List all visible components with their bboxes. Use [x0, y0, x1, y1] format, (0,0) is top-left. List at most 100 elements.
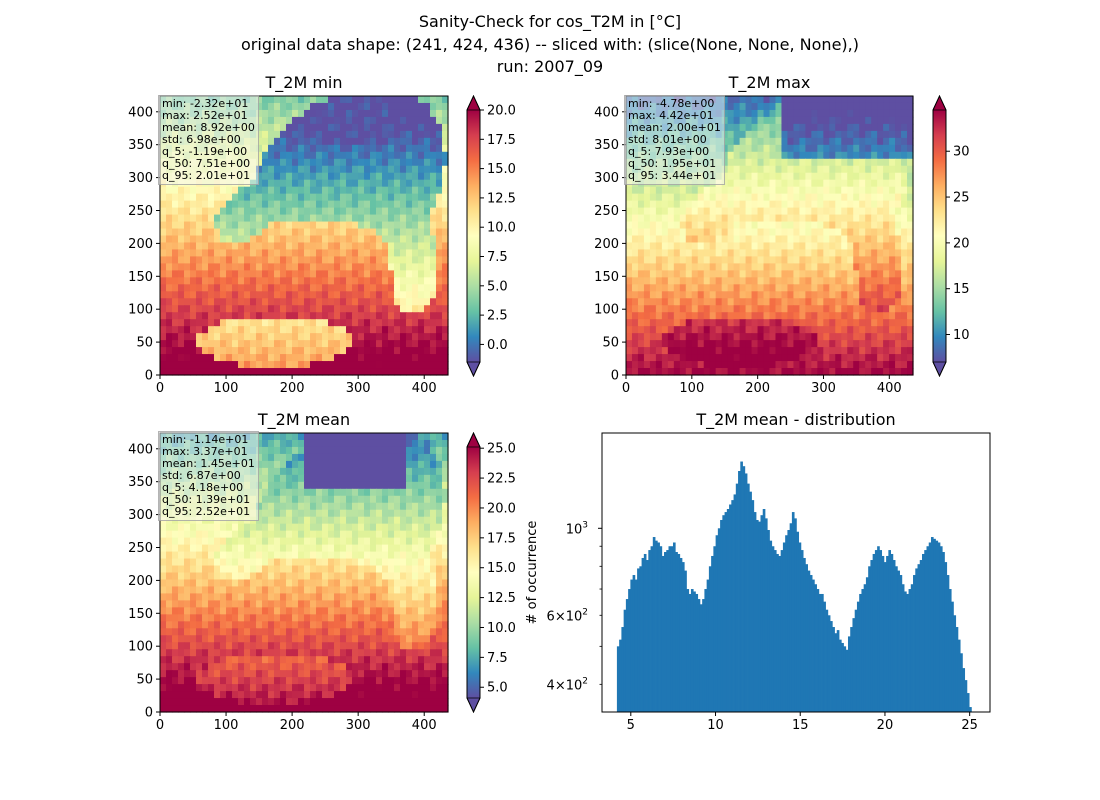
heatmap-cell: [400, 305, 407, 313]
heatmap-cell: [226, 207, 233, 216]
heatmap-cell: [280, 277, 287, 285]
heatmap-cell: [442, 481, 449, 490]
heatmap-cell: [901, 151, 908, 160]
heatmap-cell: [871, 200, 878, 209]
heatmap-cell: [769, 137, 777, 146]
heatmap-cell: [292, 165, 299, 174]
heatmap-cell: [172, 544, 179, 553]
heatmap-cell: [793, 123, 800, 132]
heatmap-cell: [793, 235, 800, 244]
heatmap-cell: [442, 172, 449, 181]
heatmap-cell: [346, 144, 353, 153]
heatmap-cell: [745, 319, 753, 327]
heatmap-cell: [709, 235, 717, 244]
heatmap-cell: [346, 179, 353, 188]
heatmap-cell: [388, 551, 395, 560]
heatmap-cell: [436, 242, 443, 251]
heatmap-cell: [667, 361, 675, 369]
heatmap-cell: [745, 305, 753, 313]
heatmap-cell: [841, 263, 848, 271]
heatmap-cell: [394, 144, 401, 153]
heatmap-cell: [334, 179, 341, 188]
heatmap-cell: [859, 116, 866, 125]
heatmap-cell: [352, 537, 359, 546]
heatmap-cell: [172, 558, 179, 567]
heatmap-cell: [292, 228, 299, 237]
heatmap-cell: [316, 537, 323, 546]
heatmap-cell: [829, 116, 836, 125]
heatmap-cell: [769, 249, 777, 258]
heatmap-cell: [811, 242, 818, 251]
heatmap-cell: [865, 256, 872, 264]
heatmap-cell: [835, 235, 842, 244]
heatmap-cell: [256, 551, 263, 560]
heatmap-cell: [739, 193, 747, 202]
heatmap-cell: [691, 277, 699, 285]
heatmap-cell: [214, 312, 221, 320]
heatmap-cell: [340, 481, 347, 490]
heatmap-cell: [202, 312, 209, 320]
heatmap-cell: [376, 165, 383, 174]
heatmap-cell: [745, 102, 753, 111]
heatmap-cell: [394, 488, 401, 497]
heatmap-cell: [292, 102, 299, 111]
heatmap-cell: [226, 235, 233, 244]
heatmap-cell: [280, 256, 287, 264]
heatmap-cell: [268, 488, 275, 497]
heatmap-cell: [286, 96, 293, 104]
heatmap-cell: [352, 235, 359, 244]
heatmap-cell: [709, 312, 717, 320]
heatmap-cell: [787, 270, 795, 278]
heatmap-cell: [286, 186, 293, 195]
heatmap-cell: [364, 284, 371, 292]
heatmap-cell: [436, 558, 443, 567]
heatmap-cell: [202, 347, 209, 355]
heatmap-cell: [292, 579, 299, 588]
heatmap-cell: [394, 305, 401, 313]
heatmap-cell: [184, 347, 191, 355]
heatmap-cell: [430, 200, 437, 209]
heatmap-cell: [358, 186, 365, 195]
heatmap-cell: [316, 270, 323, 278]
heatmap-cell: [244, 565, 251, 574]
heatmap-cell: [394, 96, 401, 104]
heatmap-cell: [817, 347, 824, 355]
heatmap-cell: [853, 305, 860, 313]
heatmap-cell: [715, 221, 723, 230]
heatmap-cell: [847, 158, 854, 167]
heatmap-cell: [889, 186, 896, 195]
heatmap-cell: [190, 333, 197, 341]
heatmap-cell: [424, 179, 431, 188]
heatmap-cell: [328, 544, 335, 553]
heatmap-cell: [436, 277, 443, 285]
heatmap-cell: [757, 179, 765, 188]
heatmap-cell: [436, 467, 443, 476]
heatmap-cell: [340, 433, 347, 441]
heatmap-cell: [310, 446, 317, 455]
heatmap-cell: [733, 242, 741, 251]
heatmap-cell: [352, 116, 359, 125]
heatmap-cell: [424, 361, 431, 369]
heatmap-cell: [769, 158, 777, 167]
heatmap-cell: [649, 277, 657, 285]
heatmap-cell: [853, 340, 860, 348]
heatmap-cell: [298, 312, 305, 320]
heatmap-cell: [406, 488, 413, 497]
heatmap-cell: [388, 509, 395, 518]
heatmap-cell: [202, 214, 209, 223]
heatmap-cell: [424, 96, 431, 104]
heatmap-cell: [787, 186, 795, 195]
heatmap-cell: [328, 116, 335, 125]
heatmap-cell: [256, 446, 263, 455]
heatmap-cell: [655, 263, 663, 271]
heatmap-cell: [268, 144, 275, 153]
heatmap-cell: [376, 565, 383, 574]
heatmap-cell: [370, 509, 377, 518]
heatmap-cell: [352, 502, 359, 511]
heatmap-cell: [823, 361, 830, 369]
heatmap-cell: [430, 312, 437, 320]
heatmap-cell: [649, 284, 657, 292]
heatmap-cell: [190, 565, 197, 574]
heatmap-cell: [793, 179, 800, 188]
heatmap-cell: [883, 172, 890, 181]
